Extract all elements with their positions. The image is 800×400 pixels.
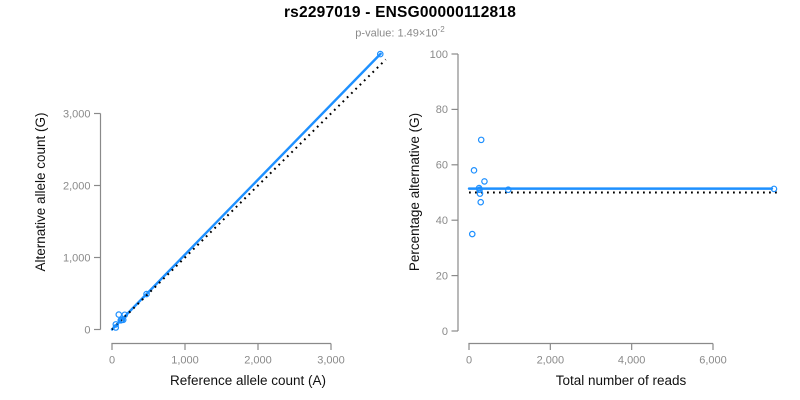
identity-line (111, 58, 387, 331)
y-tick-label: 40 (436, 215, 448, 227)
y-tick-label: 20 (436, 270, 448, 282)
data-point (504, 186, 512, 194)
data-point (476, 186, 483, 194)
y-tick-label: 0 (84, 324, 90, 336)
data-point (143, 290, 150, 298)
data-point (481, 178, 488, 185)
chart-subtitle: p-value: 1.49×10-2 (0, 25, 800, 40)
y-axis-title: Percentage alternative (G) (407, 113, 422, 271)
y-tick-label: 60 (436, 160, 448, 172)
y-tick-label: 80 (436, 104, 448, 116)
data-point (112, 321, 120, 328)
pvalue-text: p-value: 1.49×10 (355, 27, 438, 40)
fit-line (110, 52, 382, 331)
data-point (115, 311, 123, 318)
y-tick-label: 100 (430, 49, 448, 61)
x-axis-title: Total number of reads (556, 373, 687, 388)
data-point (376, 50, 384, 58)
data-point (468, 230, 476, 238)
data-point (477, 136, 485, 144)
x-tick-label: 3,000 (317, 355, 345, 367)
data-point (121, 311, 129, 319)
x-axis-title: Reference allele count (A) (170, 373, 326, 388)
data-point (476, 190, 484, 197)
data-point (770, 185, 778, 193)
y-tick-label: 3,000 (63, 108, 91, 120)
data-point (477, 198, 485, 206)
y-tick-label: 2,000 (63, 180, 91, 192)
pvalue-exponent: -2 (437, 25, 445, 34)
data-point (470, 167, 478, 174)
x-tick-label: 0 (466, 355, 472, 367)
figure-header: rs2297019 - ENSG00000112818 p-value: 1.4… (0, 4, 800, 40)
x-tick-label: 4,000 (618, 355, 646, 367)
data-point (112, 324, 120, 331)
x-tick-label: 6,000 (699, 355, 727, 367)
y-tick-label: 1,000 (63, 252, 91, 264)
chart-title: rs2297019 - ENSG00000112818 (283, 4, 517, 21)
y-axis-title: Alternative allele count (G) (33, 112, 48, 271)
x-tick-label: 1,000 (171, 355, 199, 367)
y-tick-label: 0 (442, 326, 448, 338)
x-tick-label: 0 (109, 355, 115, 367)
x-tick-label: 2,000 (244, 355, 272, 367)
x-tick-label: 2,000 (537, 355, 565, 367)
